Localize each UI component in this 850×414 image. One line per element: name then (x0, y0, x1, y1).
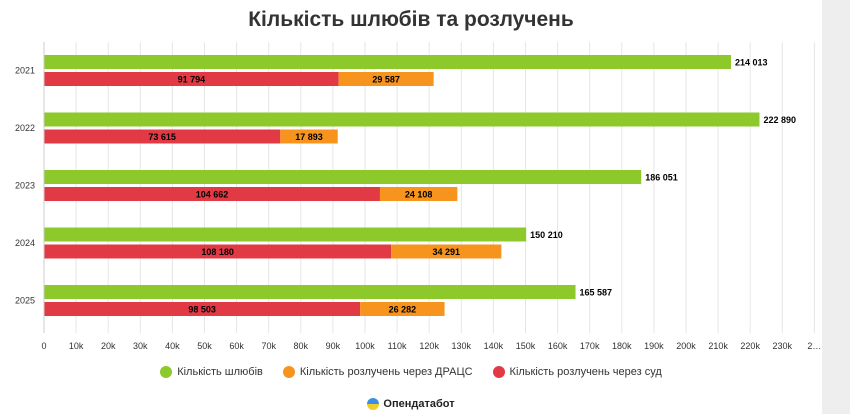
x-tick-label: 220k (740, 341, 760, 351)
bar-chart: 214 013 91 794 29 587 222 890 73 615 17 893 18… (15, 42, 821, 351)
axes: 0 10k 20k 30k 40k 50k 60k 70k 80k 90k 100k 110k 120k… (15, 42, 821, 351)
bar-marriages (44, 227, 527, 242)
x-tick-label: 160k (548, 341, 568, 351)
x-tick-label: 40k (165, 341, 180, 351)
data-label-divorces-court: 98 503 (188, 305, 216, 315)
x-tick-label: 30k (133, 341, 148, 351)
bar-divorces-court (44, 72, 339, 86)
brand-name: Опендатабот (383, 398, 455, 410)
data-label-marriages: 222 890 (763, 115, 796, 125)
bar-divorces-registry (360, 302, 445, 316)
data-label-divorces-court: 108 180 (201, 247, 234, 257)
data-label-marriages: 150 210 (530, 230, 563, 240)
x-tick-label: 100k (355, 341, 375, 351)
x-tick-label: 190k (644, 341, 664, 351)
data-label-marriages: 165 587 (580, 288, 613, 298)
bar-divorces-registry (379, 187, 458, 201)
x-tick-label: 110k (388, 341, 407, 351)
legend-label-divorces-court: Кількість розлучень через суд (509, 366, 662, 378)
x-tick-label: 90k (326, 341, 341, 351)
bar-divorces-registry (280, 129, 338, 144)
legend-marker-divorces-court (492, 366, 505, 378)
y-category-label: 2025 (15, 296, 35, 306)
x-tick-label: 200k (676, 341, 696, 351)
bar-divorces-court (44, 244, 392, 259)
y-category-label: 2024 (15, 238, 35, 248)
legend-label-marriages: Кількість шлюбів (177, 366, 263, 378)
data-label-divorces-registry: 17 893 (295, 132, 323, 142)
x-tick-label: 230k (773, 341, 793, 351)
y-category-label: 2023 (15, 181, 35, 191)
legend-item-divorces-court[interactable]: Кількість розлучень через суд (492, 366, 662, 378)
bar-divorces-court (44, 129, 281, 144)
legend: Кількість шлюбів Кількість розлучень чер… (0, 366, 822, 378)
bar-divorces-registry (338, 72, 434, 86)
x-tick-label: 70k (261, 341, 276, 351)
data-label-divorces-registry: 26 282 (389, 305, 417, 315)
data-labels: 214 013 91 794 29 587 222 890 73 615 17 893 18… (148, 58, 796, 315)
x-tick-label: 20k (101, 341, 116, 351)
x-tick-label: 120k (419, 341, 439, 351)
data-label-divorces-court: 104 662 (196, 190, 229, 200)
x-tick-label: 60k (229, 341, 244, 351)
x-tick-label: 50k (197, 341, 212, 351)
bar-marriages (44, 112, 760, 127)
x-tick-label: 150k (516, 341, 536, 351)
bar-divorces-court (44, 302, 361, 316)
bar-marriages (44, 55, 731, 69)
bar-divorces-registry (391, 244, 502, 259)
bars (44, 55, 760, 316)
x-tick-label: 0 (41, 341, 46, 351)
x-tick-label: 210k (708, 341, 728, 351)
data-label-marriages: 186 051 (645, 173, 678, 183)
legend-item-marriages[interactable]: Кількість шлюбів (160, 366, 263, 378)
bar-divorces-court (44, 187, 380, 201)
brand-footer: Опендатабот (0, 398, 822, 410)
legend-marker-marriages (160, 366, 173, 378)
bar-marriages (44, 170, 642, 184)
data-label-divorces-court: 91 794 (178, 75, 206, 85)
y-category-label: 2021 (15, 66, 35, 76)
opendatabot-logo-icon (367, 398, 380, 410)
legend-marker-divorces-registry (282, 366, 295, 378)
bar-marriages (44, 285, 576, 299)
x-tick-label: 180k (612, 341, 632, 351)
x-tick-label: 170k (580, 341, 600, 351)
chart-title: Кількість шлюбів та розлучень (248, 8, 574, 31)
legend-item-divorces-registry[interactable]: Кількість розлучень через ДРАЦС (282, 366, 473, 378)
x-tick-label: 130k (452, 341, 472, 351)
x-tick-label: 80k (294, 341, 309, 351)
data-label-divorces-registry: 29 587 (372, 75, 400, 85)
x-tick-label: 2… (807, 341, 821, 351)
chart-card: Кількість шлюбів та розлучень 214 013 91 … (0, 0, 822, 414)
page-margin (822, 0, 850, 414)
x-tick-label: 140k (484, 341, 504, 351)
data-label-marriages: 214 013 (735, 58, 768, 68)
x-tick-label: 10k (69, 341, 84, 351)
data-label-divorces-registry: 24 108 (405, 190, 433, 200)
data-label-divorces-registry: 34 291 (433, 247, 461, 257)
data-label-divorces-court: 73 615 (148, 132, 176, 142)
y-category-label: 2022 (15, 123, 35, 133)
legend-label-divorces-registry: Кількість розлучень через ДРАЦС (299, 366, 473, 378)
